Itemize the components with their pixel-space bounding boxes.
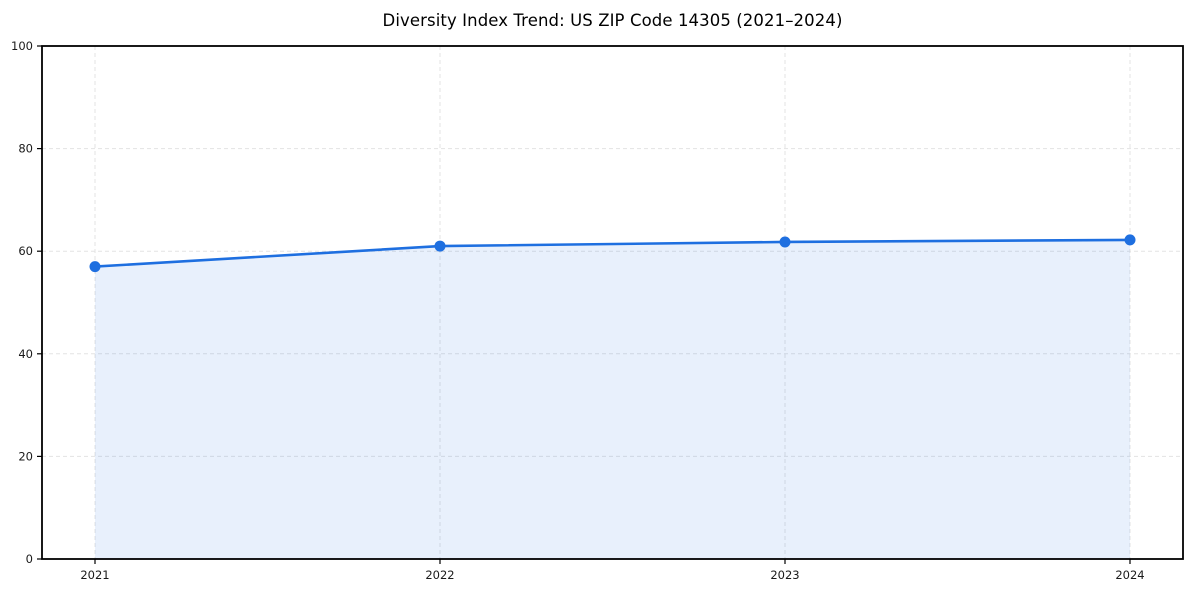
y-tick-label: 40 (18, 347, 33, 361)
trend-line (93, 238, 1132, 268)
x-tick-label: 2024 (1115, 568, 1144, 582)
area-fill (95, 239, 1130, 559)
x-tick-label: 2023 (770, 568, 799, 582)
plot-border (41, 45, 1184, 560)
data-point (779, 236, 791, 248)
y-tick-label: 100 (11, 39, 33, 53)
data-point (1124, 234, 1136, 246)
y-tick-label: 0 (26, 552, 33, 566)
data-point (89, 261, 101, 273)
x-tick-label: 2022 (425, 568, 454, 582)
y-tick-label: 80 (18, 142, 33, 156)
data-points (89, 234, 1136, 273)
x-tick-label: 2021 (80, 568, 109, 582)
chart-title: Diversity Index Trend: US ZIP Code 14305… (382, 11, 843, 30)
data-point (434, 240, 446, 252)
y-tick-label: 20 (18, 449, 33, 463)
y-tick-label: 60 (18, 244, 33, 258)
